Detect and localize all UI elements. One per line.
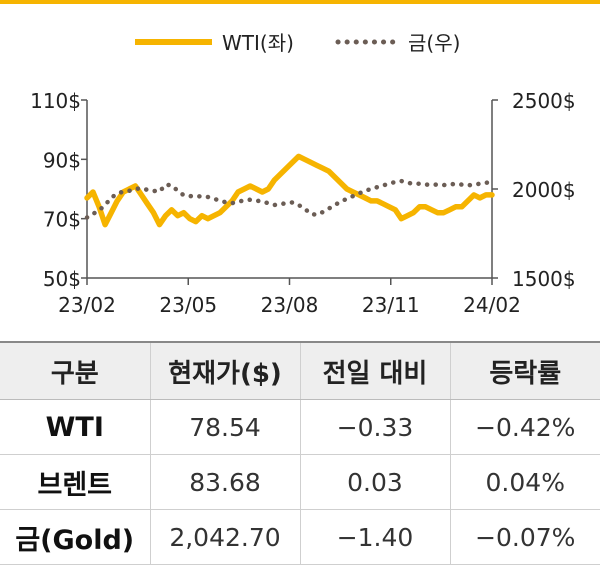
gold-change-rate: −0.07% (449, 509, 600, 565)
row-label-gold: 금(Gold) (0, 509, 150, 565)
x-tick-label: 23/11 (362, 293, 420, 317)
x-tick-label: 23/08 (261, 293, 319, 317)
right-tick-label: 2000$ (512, 178, 576, 202)
legend-label-wti: WTI(좌) (222, 31, 294, 55)
wti-change: −0.33 (299, 399, 450, 455)
left-tick-label: 50$ (43, 267, 81, 291)
gold-price: 2,042.70 (149, 509, 300, 565)
price-table: 구분 현재가($) 전일 대비 등락률 WTI 78.54 −0.33 −0.4… (0, 341, 600, 565)
header-current-price: 현재가($) (149, 341, 300, 400)
wti-change-rate: −0.42% (449, 399, 600, 455)
gold-change: −1.40 (299, 509, 450, 565)
brent-change-rate: 0.04% (449, 454, 600, 510)
row-label-wti: WTI (0, 399, 150, 455)
chart-axes: 110$ 90$ 70$ 50$ 2500$ 2000$ 1500$ 23/02 23/05 23… (30, 89, 576, 317)
wti-price: 78.54 (149, 399, 300, 455)
chart-series (84, 153, 495, 228)
left-tick-label: 90$ (43, 148, 81, 172)
header-change-rate: 등락률 (449, 341, 600, 400)
brent-price: 83.68 (149, 454, 300, 510)
right-tick-label: 2500$ (512, 89, 576, 113)
gold-series-line (84, 178, 495, 220)
x-tick-label: 23/05 (159, 293, 217, 317)
top-accent-bar (0, 0, 600, 4)
chart-legend: WTI(좌) 금(우) (135, 31, 460, 55)
oil-gold-price-chart: WTI(좌) 금(우) 110$ 90$ 70$ 50$ 2500$ 2000$ 1500$… (30, 31, 576, 317)
x-tick-label: 24/02 (463, 293, 521, 317)
brent-change: 0.03 (299, 454, 450, 510)
table-header-row: 구분 현재가($) 전일 대비 등락률 (0, 341, 600, 400)
table-row-brent: 브렌트 83.68 0.03 0.04% (0, 454, 600, 510)
table-row-wti: WTI 78.54 −0.33 −0.42% (0, 399, 600, 455)
left-tick-label: 110$ (30, 89, 81, 113)
x-tick-label: 23/02 (58, 293, 116, 317)
right-tick-label: 1500$ (512, 267, 576, 291)
left-tick-label: 70$ (43, 208, 81, 232)
table-row-gold: 금(Gold) 2,042.70 −1.40 −0.07% (0, 509, 600, 565)
legend-label-gold: 금(우) (408, 31, 460, 55)
row-label-brent: 브렌트 (0, 454, 150, 510)
header-category: 구분 (0, 341, 150, 400)
header-change: 전일 대비 (299, 341, 450, 400)
wti-series-line (84, 153, 495, 228)
